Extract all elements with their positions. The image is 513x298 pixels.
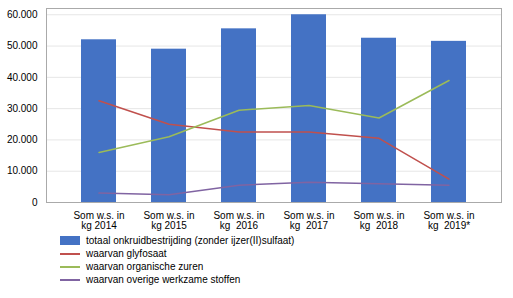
svg-text:40.000: 40.000 xyxy=(7,72,38,83)
svg-text:60.000: 60.000 xyxy=(7,9,38,20)
html-text:totaal onkruidbestrijding (zon: totaal onkruidbestrijding (zonder ijzer(… xyxy=(86,235,295,246)
svg-text:Som w.s. inkg 2019*: Som w.s. inkg 2019* xyxy=(423,210,474,231)
svg-text:10.000: 10.000 xyxy=(7,165,38,176)
svg-text:20.000: 20.000 xyxy=(7,134,38,145)
svg-text:Som w.s. inkg 2014: Som w.s. inkg 2014 xyxy=(73,210,124,231)
svg-text:50.000: 50.000 xyxy=(7,40,38,51)
html-text:waarvan overige werkzame stoff: waarvan overige werkzame stoffen xyxy=(86,274,241,285)
svg-text:Som w.s. inkg 2017: Som w.s. inkg 2017 xyxy=(283,210,334,231)
svg-text:Som w.s. inkg 2018: Som w.s. inkg 2018 xyxy=(353,210,404,231)
svg-text:Som w.s. inkg 2015: Som w.s. inkg 2015 xyxy=(143,210,194,231)
html-text:waarvan organische zuren: waarvan organische zuren xyxy=(86,261,204,272)
svg-text:30.000: 30.000 xyxy=(7,103,38,114)
svg-text:Som w.s. inkg 2016: Som w.s. inkg 2016 xyxy=(213,210,264,231)
svg-text:0: 0 xyxy=(32,197,38,208)
html-text:waarvan glyfosaat: waarvan glyfosaat xyxy=(86,248,167,259)
